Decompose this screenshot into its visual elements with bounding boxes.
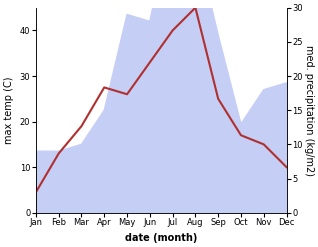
Y-axis label: max temp (C): max temp (C) bbox=[4, 76, 14, 144]
X-axis label: date (month): date (month) bbox=[125, 233, 197, 243]
Y-axis label: med. precipitation (kg/m2): med. precipitation (kg/m2) bbox=[304, 45, 314, 176]
